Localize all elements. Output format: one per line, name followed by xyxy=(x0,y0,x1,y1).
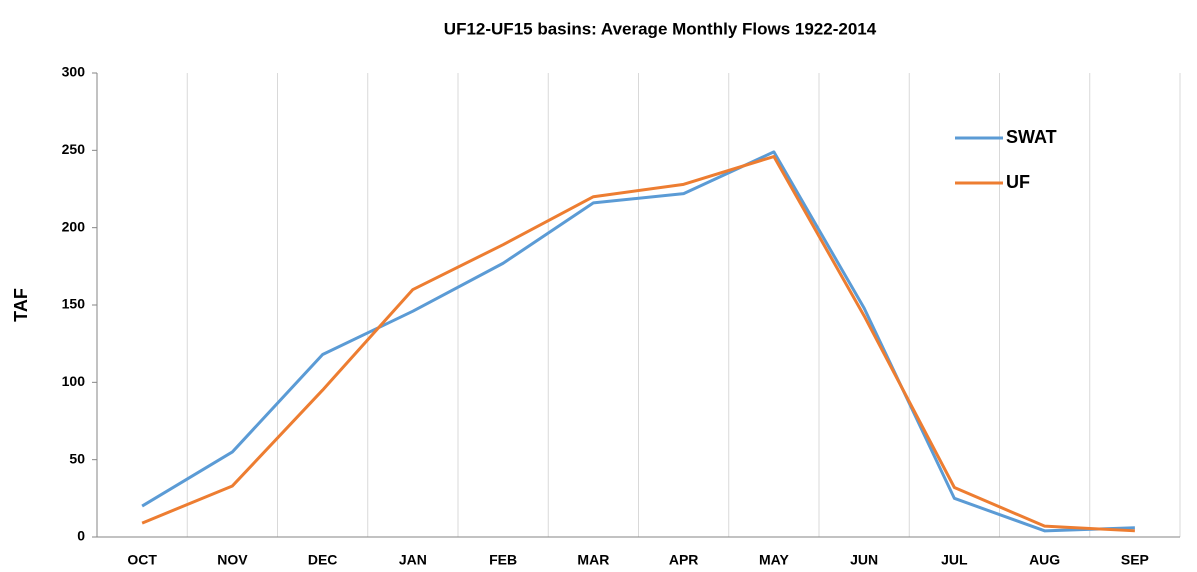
chart-title: UF12-UF15 basins: Average Monthly Flows … xyxy=(444,19,877,38)
legend-label: SWAT xyxy=(1006,127,1057,147)
x-tick-label: MAR xyxy=(577,552,609,568)
x-tick-label: JUL xyxy=(941,552,968,568)
x-tick-label: NOV xyxy=(217,552,248,568)
y-tick-label: 100 xyxy=(62,373,86,389)
x-tick-label: MAY xyxy=(759,552,789,568)
x-tick-label: DEC xyxy=(308,552,338,568)
x-tick-label: AUG xyxy=(1029,552,1060,568)
y-tick-label: 50 xyxy=(69,450,85,466)
y-tick-label: 150 xyxy=(62,296,86,312)
x-tick-label: FEB xyxy=(489,552,517,568)
series-line xyxy=(141,150,1135,533)
y-tick-label: 200 xyxy=(62,218,86,234)
x-tick-label: OCT xyxy=(127,552,157,568)
x-tick-label: SEP xyxy=(1121,552,1149,568)
legend-label: UF xyxy=(1006,172,1030,192)
series-line xyxy=(141,155,1135,533)
y-axis-label: TAF xyxy=(11,288,31,322)
x-tick-label: JAN xyxy=(399,552,427,568)
x-tick-label: APR xyxy=(669,552,699,568)
y-tick-label: 250 xyxy=(62,141,86,157)
y-tick-label: 0 xyxy=(77,528,85,544)
y-tick-label: 300 xyxy=(62,64,86,80)
x-tick-label: JUN xyxy=(850,552,878,568)
